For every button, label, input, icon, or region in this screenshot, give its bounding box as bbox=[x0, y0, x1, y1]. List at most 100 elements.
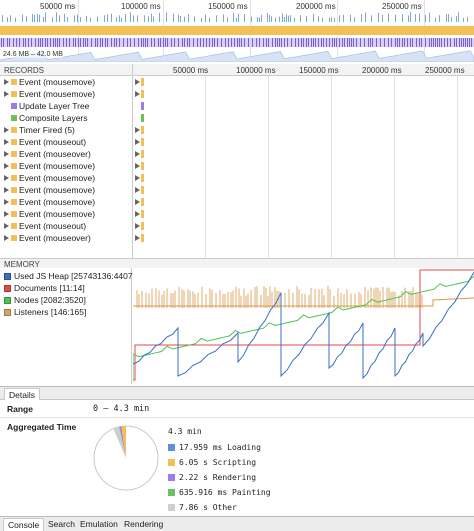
memory-counters-graph[interactable] bbox=[133, 268, 474, 384]
expand-triangle-icon[interactable] bbox=[4, 91, 9, 97]
overview-heap-graph bbox=[0, 50, 474, 62]
event-tick bbox=[429, 12, 430, 22]
record-bar[interactable] bbox=[141, 198, 144, 206]
expand-triangle-icon[interactable] bbox=[4, 199, 9, 205]
event-tick bbox=[350, 14, 351, 22]
tab-rendering[interactable]: Rendering bbox=[124, 519, 164, 529]
aggregated-category: 2.22 s Rendering bbox=[168, 472, 256, 484]
rendering-tick bbox=[332, 38, 333, 47]
rendering-tick bbox=[256, 38, 257, 47]
tab-emulation[interactable]: Emulation bbox=[80, 519, 118, 529]
timeline-records-grid[interactable] bbox=[133, 76, 474, 258]
record-bar[interactable] bbox=[141, 90, 144, 98]
expand-triangle-icon[interactable] bbox=[4, 151, 9, 157]
rendering-tick bbox=[298, 38, 299, 47]
expand-triangle-icon[interactable] bbox=[4, 139, 9, 145]
rendering-tick bbox=[97, 38, 98, 47]
record-bar[interactable] bbox=[141, 114, 144, 122]
rendering-tick bbox=[19, 38, 20, 47]
record-row[interactable]: Event (mouseover) bbox=[0, 148, 132, 160]
tab-search[interactable]: Search bbox=[48, 519, 75, 529]
event-tick bbox=[130, 12, 131, 22]
expand-triangle-icon[interactable] bbox=[4, 187, 9, 193]
rendering-tick bbox=[119, 38, 120, 47]
expand-triangle-icon[interactable] bbox=[4, 79, 9, 85]
memory-counter[interactable]: Documents [11:14] bbox=[4, 282, 85, 294]
event-tick bbox=[151, 13, 152, 22]
rendering-tick bbox=[200, 38, 201, 47]
event-tick bbox=[343, 14, 344, 22]
record-row[interactable]: Event (mousemove) bbox=[0, 160, 132, 172]
event-tick bbox=[300, 15, 301, 22]
record-row[interactable]: Event (mousemove) bbox=[0, 88, 132, 100]
rendering-tick bbox=[38, 38, 39, 47]
expand-triangle-icon[interactable] bbox=[4, 163, 9, 169]
record-row[interactable]: Update Layer Tree bbox=[0, 100, 132, 112]
tab-details[interactable]: Details bbox=[4, 388, 40, 401]
timeline-overview[interactable]: 50000 ms 100000 ms 150000 ms 200000 ms 2… bbox=[0, 0, 474, 62]
event-tick bbox=[7, 17, 8, 22]
record-bar[interactable] bbox=[141, 102, 144, 110]
expand-triangle-icon[interactable] bbox=[4, 223, 9, 229]
record-bar[interactable] bbox=[141, 186, 144, 194]
record-row[interactable]: Event (mousemove) bbox=[0, 172, 132, 184]
event-tick bbox=[173, 13, 174, 22]
rendering-tick bbox=[127, 38, 128, 47]
record-row[interactable]: Composite Layers bbox=[0, 112, 132, 124]
record-row[interactable]: Event (mouseout) bbox=[0, 220, 132, 232]
record-bar[interactable] bbox=[141, 174, 144, 182]
record-label: Event (mousemove) bbox=[19, 173, 96, 183]
expand-triangle-icon[interactable] bbox=[4, 211, 9, 217]
event-tick bbox=[382, 15, 383, 22]
counter-checkbox[interactable] bbox=[4, 309, 11, 316]
rendering-tick bbox=[441, 38, 442, 47]
rendering-tick bbox=[421, 38, 422, 47]
record-row[interactable]: Timer Fired (5) bbox=[0, 124, 132, 136]
rendering-tick bbox=[459, 38, 460, 47]
records-splitter[interactable] bbox=[132, 64, 133, 260]
records-list[interactable]: Event (mousemove) Event (mousemove) Update… bbox=[0, 76, 132, 258]
counter-label: Documents [11:14] bbox=[14, 283, 85, 293]
event-tick bbox=[269, 15, 270, 22]
record-bar[interactable] bbox=[141, 234, 144, 242]
event-tick bbox=[37, 13, 38, 22]
rendering-tick bbox=[454, 38, 455, 47]
event-tick bbox=[45, 12, 46, 22]
memory-counter[interactable]: Nodes [2082:3520] bbox=[4, 294, 86, 306]
expand-triangle-icon[interactable] bbox=[4, 175, 9, 181]
record-category-swatch bbox=[11, 115, 17, 121]
event-tick bbox=[402, 14, 403, 22]
record-row[interactable]: Event (mousemove) bbox=[0, 196, 132, 208]
record-row[interactable]: Event (mouseout) bbox=[0, 136, 132, 148]
rendering-tick bbox=[66, 38, 67, 47]
record-bar[interactable] bbox=[141, 210, 144, 218]
event-tick bbox=[188, 13, 189, 22]
record-row[interactable]: Event (mousemove) bbox=[0, 208, 132, 220]
record-bar[interactable] bbox=[141, 78, 144, 86]
record-bar[interactable] bbox=[141, 150, 144, 158]
category-swatch bbox=[168, 504, 175, 511]
record-row[interactable]: Event (mousemove) bbox=[0, 76, 132, 88]
memory-counter[interactable]: Listeners [146:165] bbox=[4, 306, 86, 318]
rendering-tick bbox=[234, 38, 235, 47]
event-tick bbox=[64, 13, 65, 22]
tab-console[interactable]: Console bbox=[3, 518, 45, 531]
rendering-tick bbox=[3, 38, 4, 47]
counter-checkbox[interactable] bbox=[4, 297, 11, 304]
counter-checkbox[interactable] bbox=[4, 285, 11, 292]
rendering-tick bbox=[165, 38, 166, 47]
record-bar[interactable] bbox=[141, 222, 144, 230]
rendering-tick bbox=[306, 38, 307, 47]
record-row[interactable]: Event (mousemove) bbox=[0, 184, 132, 196]
memory-counter[interactable]: Used JS Heap [25743136:4407 bbox=[4, 270, 133, 282]
record-bar[interactable] bbox=[141, 162, 144, 170]
counter-label: Used JS Heap [25743136:4407 bbox=[14, 271, 133, 281]
record-bar[interactable] bbox=[141, 126, 144, 134]
event-tick bbox=[216, 15, 217, 22]
record-row[interactable]: Event (mouseover) bbox=[0, 232, 132, 244]
counter-checkbox[interactable] bbox=[4, 273, 11, 280]
record-bar[interactable] bbox=[141, 138, 144, 146]
expand-triangle-icon[interactable] bbox=[4, 235, 9, 241]
rendering-tick bbox=[237, 38, 238, 47]
expand-triangle-icon[interactable] bbox=[4, 127, 9, 133]
